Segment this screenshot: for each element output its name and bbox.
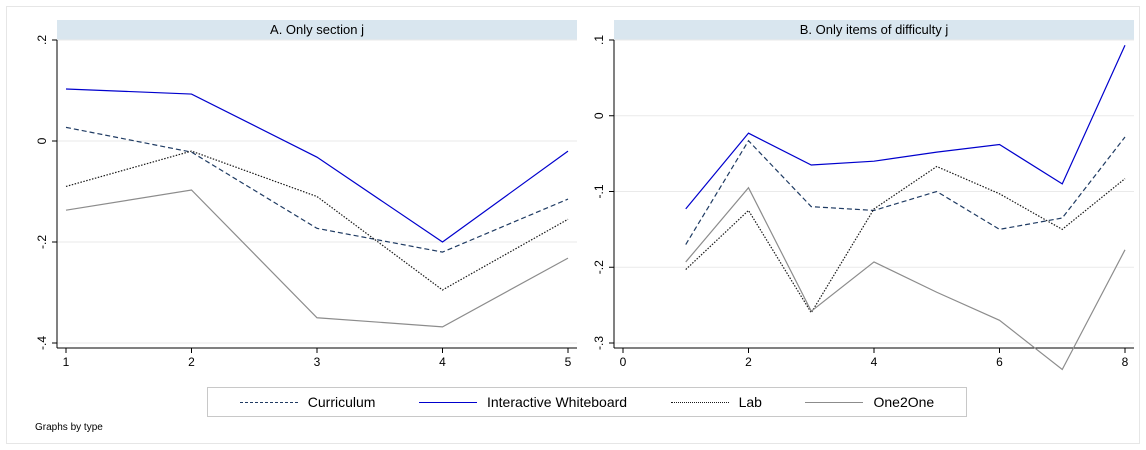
y-tick-label-0-3: .2 [35,35,49,45]
outer-frame [6,6,1140,444]
series-line-0-interactive-whiteboard [65,88,569,243]
legend-swatch-curriculum [239,401,298,403]
panel-1: B. Only items of difficulty j -.3 -.2 -.1 0.… [592,20,1134,371]
series-line-1-one2one [685,186,1126,371]
panel-title-0: A. Only section j [270,22,364,37]
legend: Curriculum Interactive Whiteboard Lab On… [207,387,967,417]
x-tick-label-0-1: 2 [188,355,195,369]
y-tick-label-1-2: -.1 [592,184,606,198]
series-line-0-one2one [65,189,569,328]
y-tick-label-1-4: .1 [592,35,606,45]
legend-item-interactive-whiteboard: Interactive Whiteboard [418,394,628,410]
x-tick-label-0-0: 1 [63,355,70,369]
panel-title-1: B. Only items of difficulty j [800,22,949,37]
panel-header-1 [614,20,1134,40]
legend-item-one2one: One2One [805,394,934,410]
legend-label-curriculum: Curriculum [307,394,376,410]
y-tick-label-0-2: 0 [35,137,49,144]
x-tick-label-1-2: 4 [871,355,878,369]
legend-swatch-lab [670,401,729,403]
legend-label-one2one: One2One [873,394,935,410]
x-tick-label-1-4: 8 [1122,355,1129,369]
series-line-0-curriculum [65,126,569,253]
x-tick-label-0-4: 5 [565,355,572,369]
panel-0: A. Only section j -.4 -.2 0 .2 1 2 3 4 5 [35,20,577,369]
panel-header-0 [57,20,577,40]
y-tick-label-0-0: -.4 [35,336,49,350]
x-tick-label-0-3: 4 [439,355,446,369]
series-line-1-curriculum [685,136,1126,245]
x-tick-label-0-2: 3 [314,355,321,369]
legend-item-curriculum: Curriculum [239,394,376,410]
x-tick-label-1-0: 0 [620,355,627,369]
y-tick-label-1-3: 0 [592,112,606,119]
x-tick-label-1-1: 2 [745,355,752,369]
graphs-by-note: Graphs by type [35,422,103,433]
y-tick-label-1-1: -.2 [592,260,606,274]
y-tick-label-1-0: -.3 [592,336,606,350]
x-tick-label-1-3: 6 [996,355,1003,369]
y-tick-label-0-1: -.2 [35,235,49,249]
legend-item-lab: Lab [670,394,762,410]
series-line-1-interactive-whiteboard [685,45,1126,210]
legend-swatch-one2one [805,401,864,403]
series-line-0-lab [65,150,569,291]
series-line-1-lab [685,165,1126,314]
legend-label-interactive-whiteboard: Interactive Whiteboard [486,394,628,410]
legend-swatch-interactive-whiteboard [418,401,477,403]
legend-label-lab: Lab [738,394,762,410]
